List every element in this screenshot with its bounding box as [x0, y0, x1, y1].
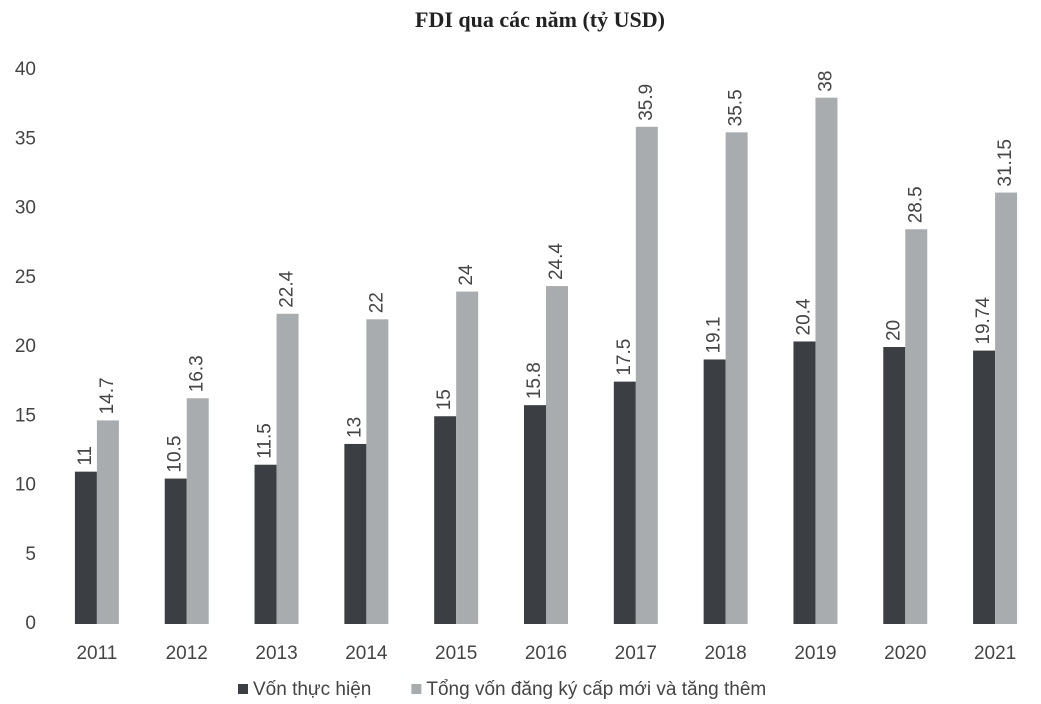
bar	[186, 398, 209, 624]
x-tick-label: 2017	[615, 643, 657, 664]
bar	[344, 443, 367, 624]
x-tick-label: 2012	[166, 643, 208, 664]
bar	[96, 420, 119, 624]
bar	[366, 319, 389, 624]
legend-swatch	[411, 684, 422, 694]
x-tick-label: 2018	[704, 643, 746, 664]
y-tick-label: 25	[15, 267, 36, 288]
data-label: 22.4	[277, 270, 298, 307]
y-tick-label: 40	[15, 59, 36, 80]
x-tick-label: 2013	[255, 643, 297, 664]
bar	[815, 97, 838, 624]
bar	[973, 350, 996, 624]
x-tick-label: 2011	[76, 643, 117, 664]
data-label: 11.5	[255, 423, 276, 459]
data-label: 15.8	[524, 362, 545, 399]
bar	[546, 286, 568, 624]
bar	[905, 229, 928, 624]
chart-title: FDI qua các năm (tỷ USD)	[415, 7, 665, 32]
data-label: 38	[815, 71, 836, 92]
bar	[725, 132, 748, 624]
x-tick-label: 2016	[525, 643, 567, 664]
y-tick-label: 0	[25, 613, 36, 634]
bar	[703, 359, 726, 624]
data-label: 17.5	[614, 339, 635, 376]
bar	[254, 464, 277, 624]
bar	[434, 416, 457, 624]
bar	[74, 471, 97, 624]
data-label: 20.4	[793, 298, 814, 335]
x-tick-label: 2019	[794, 643, 836, 664]
data-label: 14.7	[97, 377, 118, 414]
data-label: 16.3	[187, 355, 208, 392]
data-label: 31.15	[995, 139, 1016, 187]
x-tick-label: 2020	[884, 643, 926, 664]
bar	[456, 291, 479, 624]
data-label: 15	[434, 389, 455, 410]
y-tick-label: 20	[15, 336, 36, 357]
x-tick-label: 2015	[435, 643, 477, 664]
y-tick-label: 35	[15, 128, 36, 149]
y-tick-label: 5	[25, 544, 36, 565]
bar	[276, 313, 299, 624]
legend-label: Tổng vốn đăng ký cấp mới và tăng thêm	[426, 679, 766, 700]
y-tick-label: 30	[15, 198, 36, 219]
data-label: 35.9	[636, 84, 657, 121]
data-label: 24.4	[546, 243, 567, 280]
bar	[635, 126, 658, 624]
data-label: 19.1	[704, 316, 725, 353]
legend-swatch	[238, 684, 248, 694]
data-label: 35.5	[726, 89, 747, 126]
bar	[524, 405, 546, 624]
bar	[793, 341, 816, 624]
x-tick-label: 2021	[974, 643, 1016, 664]
data-label: 20	[883, 320, 904, 341]
data-label: 19.74	[973, 297, 994, 345]
data-label: 10.5	[165, 436, 186, 473]
data-label: 22	[366, 292, 387, 313]
bar	[164, 478, 187, 624]
bar	[613, 381, 636, 624]
data-label: 28.5	[905, 186, 926, 223]
legend-label: Vốn thực hiện	[253, 679, 371, 700]
bar	[883, 347, 906, 624]
data-label: 13	[344, 417, 365, 438]
data-label: 24	[456, 264, 477, 286]
y-tick-label: 15	[15, 405, 36, 426]
x-tick-label: 2014	[345, 643, 388, 664]
bar	[995, 192, 1018, 624]
y-tick-label: 10	[15, 475, 36, 496]
data-label: 11	[75, 446, 96, 466]
